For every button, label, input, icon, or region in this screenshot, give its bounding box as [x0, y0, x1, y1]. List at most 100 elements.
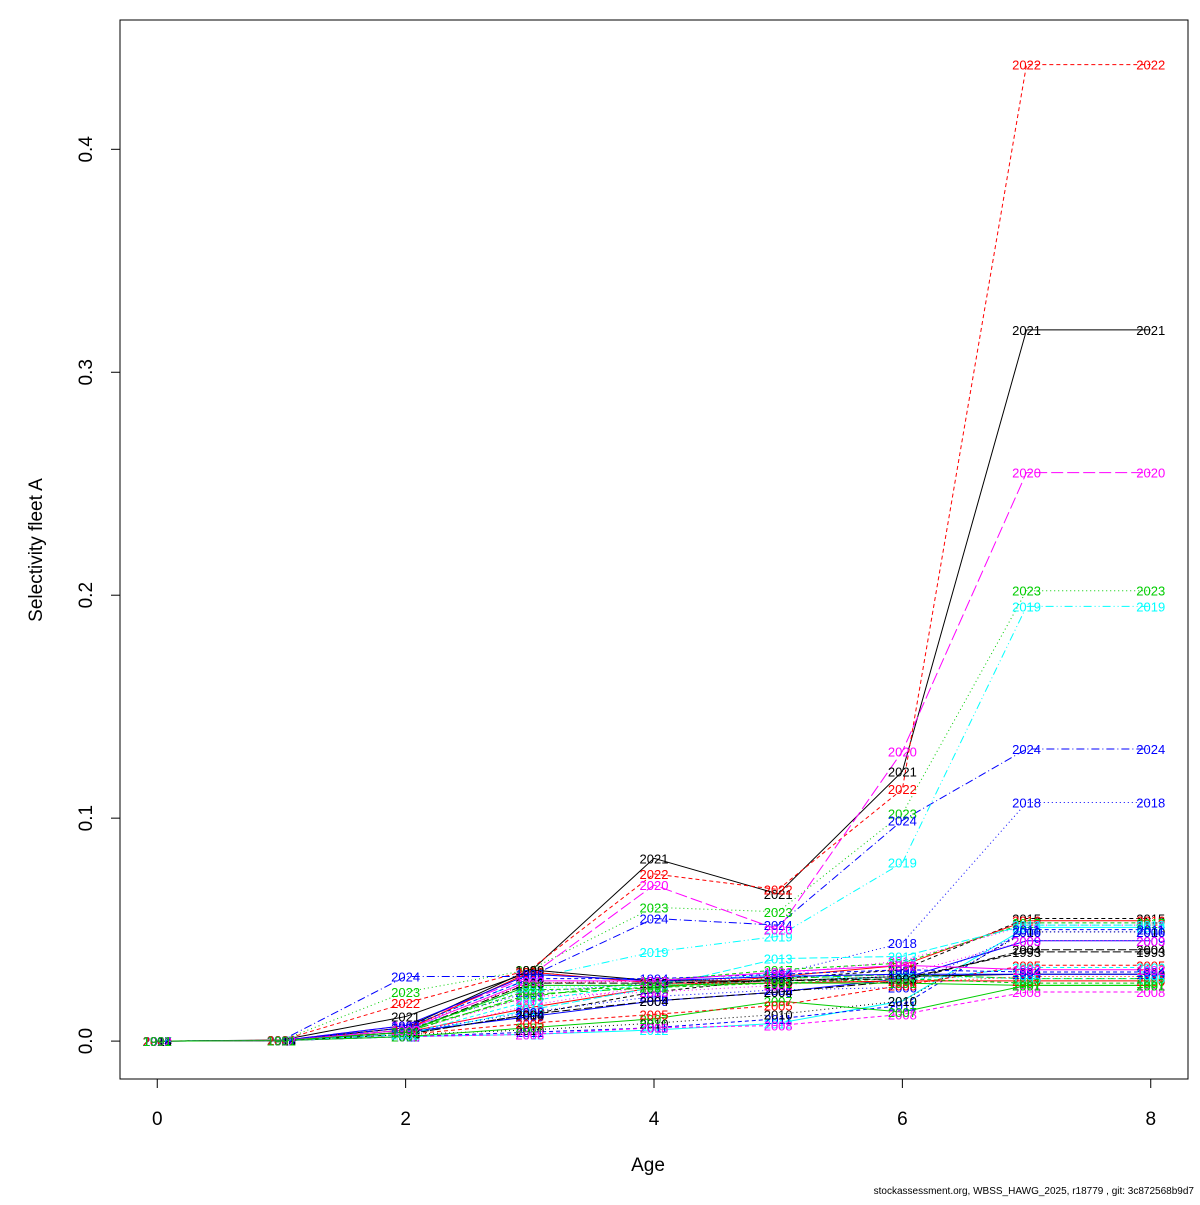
point-label-2021: 2021 — [515, 965, 544, 980]
point-label-2022: 2022 — [888, 782, 917, 797]
point-label-2004: 2004 — [515, 1007, 544, 1022]
point-label-2012: 2012 — [1136, 920, 1165, 935]
point-label-2008: 2008 — [391, 1030, 420, 1045]
series-line-2019 — [157, 605, 1151, 1042]
point-label-2016: 2016 — [1012, 914, 1041, 929]
point-label-1992: 1992 — [640, 974, 669, 989]
point-label-2007: 2007 — [267, 1034, 296, 1049]
point-label-2010: 2010 — [143, 1034, 172, 1049]
point-label-2023: 2023 — [143, 1034, 172, 1049]
point-label-2024: 2024 — [888, 813, 917, 828]
point-label-2009: 2009 — [391, 1025, 420, 1040]
y-tick-label: 0.2 — [76, 582, 97, 608]
point-label-1994: 1994 — [515, 972, 544, 987]
point-label-2004: 2004 — [640, 994, 669, 1009]
point-label-2008: 2008 — [888, 1007, 917, 1022]
point-label-2014: 2014 — [143, 1034, 172, 1049]
point-label-2023: 2023 — [515, 963, 544, 978]
series-line-2023 — [157, 590, 1151, 1042]
footer-credit: stockassessment.org, WBSS_HAWG_2025, r18… — [874, 1186, 1195, 1197]
point-label-1992: 1992 — [391, 1023, 420, 1038]
point-label-1997: 1997 — [888, 972, 917, 987]
point-label-2015: 2015 — [888, 963, 917, 978]
point-label-2010: 2010 — [1136, 925, 1165, 940]
point-label-1992: 1992 — [1012, 963, 1041, 978]
point-label-2018: 2018 — [267, 1033, 296, 1048]
point-label-2008: 2008 — [143, 1034, 172, 1049]
y-tick-label: 0.4 — [76, 136, 97, 163]
point-label-2020: 2020 — [1012, 466, 1041, 481]
point-label-1995: 1995 — [267, 1034, 296, 1049]
point-label-1993: 1993 — [1012, 945, 1041, 960]
point-label-2001: 2001 — [1136, 972, 1165, 987]
point-label-2022: 2022 — [764, 882, 793, 897]
point-label-2001: 2001 — [267, 1034, 296, 1049]
point-label-1995: 1995 — [515, 981, 544, 996]
point-label-1997: 1997 — [515, 983, 544, 998]
y-tick-label: 0.3 — [76, 359, 97, 385]
point-label-1994: 1994 — [267, 1034, 296, 1049]
point-label-2004: 2004 — [1012, 943, 1041, 958]
series-line-1998 — [157, 975, 1151, 1042]
point-label-2007: 2007 — [143, 1034, 172, 1049]
point-label-2019: 2019 — [888, 856, 917, 871]
series-line-2015 — [157, 917, 1151, 1042]
point-label-2006: 2006 — [888, 981, 917, 996]
point-label-1996: 1996 — [764, 969, 793, 984]
point-label-2000: 2000 — [1136, 974, 1165, 989]
point-label-2003: 2003 — [515, 990, 544, 1005]
point-label-2022: 2022 — [143, 1034, 172, 1049]
point-label-2015: 2015 — [143, 1034, 172, 1049]
point-label-2020: 2020 — [143, 1034, 172, 1049]
point-label-2022: 2022 — [640, 867, 669, 882]
x-tick-label: 0 — [152, 1109, 163, 1130]
point-label-2013: 2013 — [143, 1034, 172, 1049]
point-label-2020: 2020 — [391, 1018, 420, 1033]
point-label-2010: 2010 — [515, 1023, 544, 1038]
point-label-1993: 1993 — [640, 976, 669, 991]
point-label-2024: 2024 — [1136, 742, 1165, 757]
point-label-2001: 2001 — [764, 972, 793, 987]
x-axis: 0 2 4 6 8 — [152, 1078, 1156, 1130]
point-label-2016: 2016 — [515, 1001, 544, 1016]
point-label-2018: 2018 — [1136, 796, 1165, 811]
point-label-1998: 1998 — [888, 976, 917, 991]
point-label-2010: 2010 — [764, 1007, 793, 1022]
point-label-2003: 2003 — [1136, 934, 1165, 949]
point-label-1993: 1993 — [515, 976, 544, 991]
point-label-2024: 2024 — [764, 918, 793, 933]
point-label-2011: 2011 — [1137, 923, 1165, 938]
point-label-2000: 2000 — [888, 974, 917, 989]
point-label-1993: 1993 — [1136, 945, 1165, 960]
point-label-1997: 1997 — [391, 1023, 420, 1038]
point-label-2021: 2021 — [764, 887, 793, 902]
series-line-2004 — [157, 949, 1151, 1042]
point-label-2017: 2017 — [640, 974, 669, 989]
point-label-1999: 1999 — [391, 1021, 420, 1036]
point-label-2023: 2023 — [1136, 584, 1165, 599]
point-label-2009: 2009 — [888, 972, 917, 987]
point-label-2019: 2019 — [1012, 599, 1041, 614]
point-label-2014: 2014 — [1012, 918, 1041, 933]
point-label-2007: 2007 — [391, 1030, 420, 1045]
point-label-2008: 2008 — [1012, 985, 1041, 1000]
point-label-1997: 1997 — [1136, 976, 1165, 991]
point-label-2006: 2006 — [764, 983, 793, 998]
point-label-2011: 2011 — [1013, 923, 1041, 938]
x-tick-label: 8 — [1145, 1109, 1156, 1130]
point-label-2021: 2021 — [640, 851, 669, 866]
point-label-2003: 2003 — [640, 985, 669, 1000]
point-label-1999: 1999 — [888, 969, 917, 984]
point-label-1993: 1993 — [267, 1034, 296, 1049]
series-line-2007 — [157, 984, 1151, 1042]
point-label-2014: 2014 — [267, 1033, 296, 1048]
point-label-2019: 2019 — [640, 945, 669, 960]
point-label-1991: 1991 — [267, 1034, 296, 1049]
point-label-2002: 2002 — [888, 974, 917, 989]
point-label-1992: 1992 — [764, 965, 793, 980]
y-axis-title: Selectivity fleet A — [26, 478, 47, 622]
point-label-2007: 2007 — [1012, 978, 1041, 993]
point-label-2016: 2016 — [640, 981, 669, 996]
series-line-1997 — [157, 978, 1151, 1042]
